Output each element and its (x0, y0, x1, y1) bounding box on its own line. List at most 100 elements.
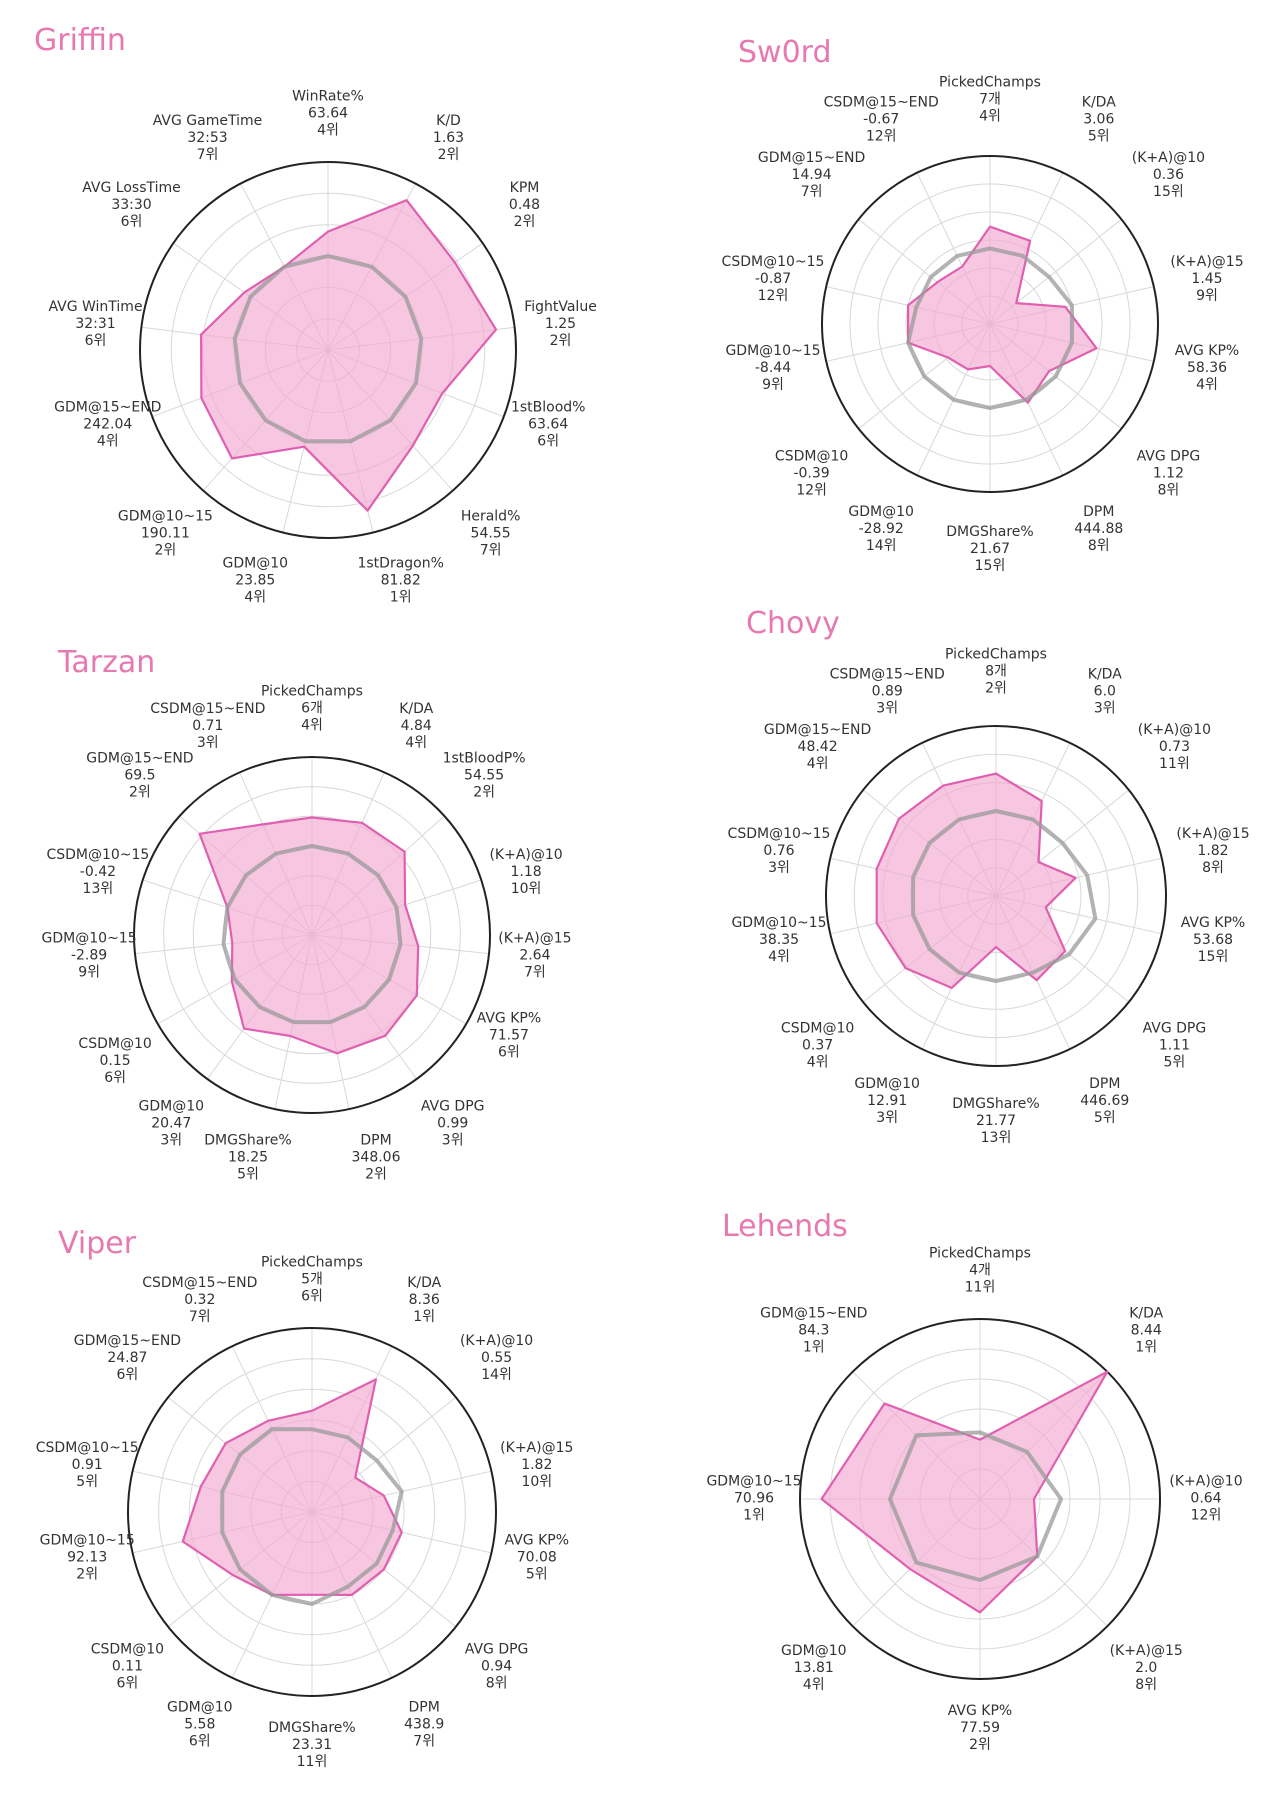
axis-value: 54.55 (464, 767, 504, 783)
axis-name: KPM (510, 180, 540, 196)
axis-name: (K+A)@10 (1132, 150, 1205, 166)
axis-value: -2.89 (71, 948, 107, 964)
axis-value: 33:30 (111, 197, 151, 213)
axis-value: -8.44 (755, 360, 791, 376)
axis-value: 4개 (969, 1263, 991, 1279)
axis-name: AVG DPG (1137, 449, 1201, 465)
axis-value: 1.63 (433, 130, 464, 146)
axis-label-csdm-15-end: CSDM@15~END 0.71 3위 (150, 701, 265, 751)
axis-value: 18.25 (228, 1150, 268, 1166)
axis-value: 0.32 (184, 1292, 215, 1308)
axis-name: CSDM@15~END (824, 94, 939, 110)
axis-label-gdm-15-end: GDM@15~END 69.5 2위 (86, 750, 193, 800)
axis-name: GDM@15~END (54, 400, 161, 416)
axis-name: GDM@10~15 (118, 509, 213, 525)
axis-value: 446.69 (1080, 1093, 1129, 1109)
outer-ring (127, 1327, 497, 1697)
axis-rank: 12위 (866, 128, 897, 144)
axis-label-dmgsharepct: DMGShare% 21.67 15위 (946, 524, 1033, 574)
axis-value: 0.91 (72, 1457, 103, 1473)
axis-name: WinRate% (292, 89, 364, 105)
axis-label-gdm-15-end: GDM@15~END 14.94 7위 (758, 150, 865, 200)
outer-ring (133, 756, 491, 1114)
outer-ring (825, 725, 1167, 1067)
axis-name: AVG KP% (505, 1533, 569, 1549)
axis-rank: 11위 (965, 1280, 996, 1296)
axis-name: CSDM@10~15 (728, 826, 831, 842)
axis-value: 1.45 (1191, 271, 1222, 287)
axis-rank: 5위 (1164, 1055, 1186, 1071)
axis-label-k-da: K/DA 3.06 5위 (1082, 94, 1116, 144)
series-player-polygon (181, 1378, 403, 1597)
axis-label-k-a-15: (K+A)@15 1.82 10위 (500, 1440, 573, 1490)
axis-name: CSDM@10 (91, 1642, 164, 1658)
axis-name: 1stBlood% (511, 400, 586, 416)
series-average-polygon (906, 246, 1074, 410)
axis-label-avg-kppct: AVG KP% 77.59 2위 (948, 1703, 1012, 1753)
axis-name: GDM@10~15 (706, 1473, 801, 1489)
axis-label-k-a-10: (K+A)@10 0.64 12위 (1169, 1473, 1242, 1523)
axis-rank: 14위 (866, 538, 897, 554)
axis-value: 8개 (985, 664, 1007, 680)
axis-label-winratepct: WinRate% 63.64 4위 (292, 89, 364, 139)
axis-rank: 1위 (390, 590, 412, 606)
axis-label-pickedchamps: PickedChamps 6개 4위 (261, 684, 363, 734)
axis-value: -0.39 (793, 466, 829, 482)
axis-value: 6.0 (1094, 683, 1116, 699)
axis-value: 24.87 (107, 1350, 147, 1366)
axis-name: 1stBloodP% (443, 750, 526, 766)
axis-value: -28.92 (859, 521, 904, 537)
axis-name: AVG LossTime (82, 180, 181, 196)
axis-value: 0.55 (481, 1350, 512, 1366)
axis-name: (K+A)@15 (500, 1440, 573, 1456)
axis-label-gdm-15-end: GDM@15~END 84.3 1위 (760, 1305, 867, 1355)
axis-label-k-d: K/D 1.63 2위 (433, 113, 464, 163)
axis-value: 13.81 (794, 1660, 834, 1676)
axis-label-csdm-10-15: CSDM@10~15 0.91 5위 (36, 1440, 139, 1490)
axis-label-gdm-10-15: GDM@10~15 70.96 1위 (706, 1473, 801, 1523)
axis-name: CSDM@15~END (142, 1275, 257, 1291)
axis-value: 70.96 (734, 1490, 774, 1506)
axis-name: CSDM@10~15 (36, 1440, 139, 1456)
axis-value: 92.13 (67, 1550, 107, 1566)
axis-label-gdm-10-15: GDM@10~15 190.11 2위 (118, 509, 213, 559)
axis-label-gdm-15-end: GDM@15~END 48.42 4위 (764, 722, 871, 772)
axis-rank: 3위 (442, 1132, 464, 1148)
axis-name: PickedChamps (261, 684, 363, 700)
axis-rank: 2위 (514, 214, 536, 230)
axis-rank: 4위 (405, 735, 427, 751)
axis-value: 1.12 (1153, 466, 1184, 482)
axis-rank: 6위 (498, 1044, 520, 1060)
axis-label-k-a-15: (K+A)@15 2.0 8위 (1110, 1643, 1183, 1693)
axis-rank: 4위 (803, 1677, 825, 1693)
axis-value: 21.77 (976, 1113, 1016, 1129)
axis-label-avg-dpg: AVG DPG 1.11 5위 (1143, 1021, 1207, 1071)
axis-rank: 6위 (121, 214, 143, 230)
axis-value: 69.5 (124, 767, 155, 783)
axis-label-dpm: DPM 438.9 7위 (404, 1699, 444, 1749)
axis-label-k-a-10: (K+A)@10 0.73 11위 (1138, 722, 1211, 772)
axis-label-k-da: K/DA 6.0 3위 (1088, 666, 1122, 716)
axis-value: 53.68 (1193, 932, 1233, 948)
axis-label-1stbloodppct: 1stBloodP% 54.55 2위 (443, 750, 526, 800)
axis-label-gdm-10-15: GDM@10~15 -2.89 9위 (42, 931, 137, 981)
axis-rank: 8위 (1088, 538, 1110, 554)
axis-name: AVG DPG (1143, 1021, 1207, 1037)
axis-label-gdm-15-end: GDM@15~END 24.87 6위 (74, 1333, 181, 1383)
axis-label-avg-gametime: AVG GameTime 32:53 7위 (153, 113, 263, 163)
axis-name: CSDM@10~15 (46, 847, 149, 863)
axis-rank: 4위 (244, 590, 266, 606)
axis-name: K/DA (1088, 666, 1122, 682)
series-player-polygon (875, 772, 1077, 990)
axis-value: 77.59 (960, 1720, 1000, 1736)
axis-name: DMGShare% (268, 1720, 355, 1736)
outer-ring (821, 155, 1159, 493)
axis-name: DMGShare% (204, 1133, 291, 1149)
axis-label-gdm-10: GDM@10 23.85 4위 (223, 556, 289, 606)
axis-value: 0.64 (1190, 1490, 1221, 1506)
axis-rank: 1위 (743, 1507, 765, 1523)
axis-value: 63.64 (528, 417, 568, 433)
axis-rank: 1위 (1135, 1339, 1157, 1355)
axis-name: (K+A)@10 (489, 847, 562, 863)
